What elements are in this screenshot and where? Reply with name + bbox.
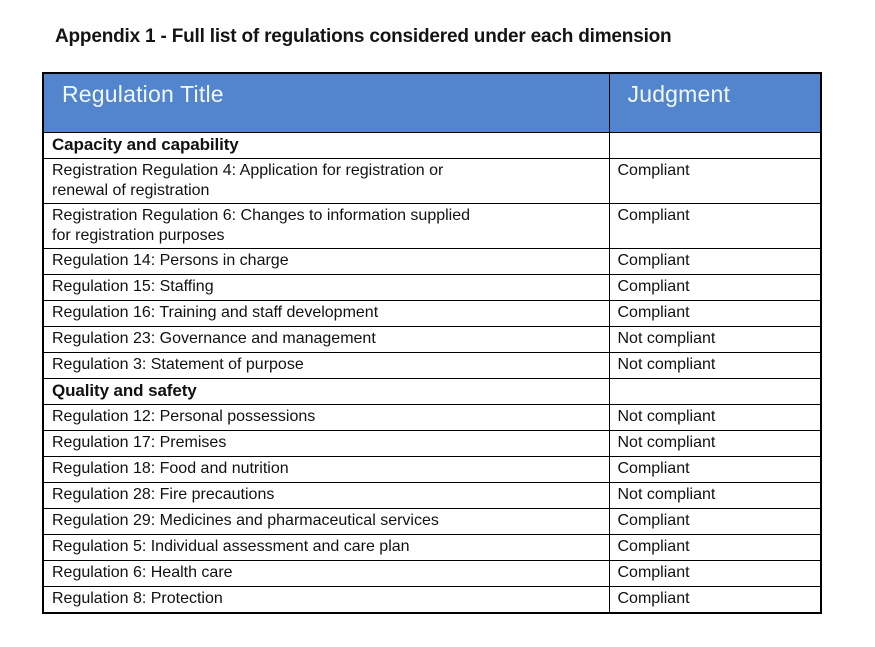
row-title: Regulation 5: Individual assessment and … bbox=[42, 534, 610, 561]
row-title: Regulation 3: Statement of purpose bbox=[42, 352, 610, 379]
row-title: Regulation 29: Medicines and pharmaceuti… bbox=[42, 508, 610, 535]
row-judgment: Not compliant bbox=[608, 430, 822, 457]
column-header-regulation-title: Regulation Title bbox=[42, 72, 610, 133]
table-row: Registration Regulation 6: Changes to in… bbox=[42, 203, 822, 249]
table-row: Regulation 17: Premises Not compliant bbox=[42, 430, 822, 457]
row-title: Regulation 16: Training and staff develo… bbox=[42, 300, 610, 327]
table-row: Regulation 15: Staffing Compliant bbox=[42, 274, 822, 301]
header-row: Regulation Title Judgment bbox=[42, 72, 822, 133]
row-judgment: Compliant bbox=[608, 586, 822, 614]
row-judgment bbox=[608, 378, 822, 405]
row-title: Regulation 28: Fire precautions bbox=[42, 482, 610, 509]
row-title: Regulation 23: Governance and management bbox=[42, 326, 610, 353]
row-judgment: Compliant bbox=[608, 300, 822, 327]
row-judgment bbox=[608, 132, 822, 159]
page-title: Appendix 1 - Full list of regulations co… bbox=[55, 26, 672, 47]
section-row: Capacity and capability bbox=[42, 132, 822, 159]
table-row: Regulation 8: Protection Compliant bbox=[42, 586, 822, 614]
row-title: Registration Regulation 6: Changes to in… bbox=[42, 203, 610, 249]
row-title: Regulation 12: Personal possessions bbox=[42, 404, 610, 431]
table-row: Regulation 16: Training and staff develo… bbox=[42, 300, 822, 327]
row-judgment: Compliant bbox=[608, 534, 822, 561]
row-title: Regulation 18: Food and nutrition bbox=[42, 456, 610, 483]
row-title: Regulation 14: Persons in charge bbox=[42, 248, 610, 275]
section-row: Quality and safety bbox=[42, 378, 822, 405]
row-judgment: Compliant bbox=[608, 560, 822, 587]
table-row: Regulation 6: Health care Compliant bbox=[42, 560, 822, 587]
row-title: Regulation 15: Staffing bbox=[42, 274, 610, 301]
row-judgment: Compliant bbox=[608, 456, 822, 483]
row-title: Regulation 8: Protection bbox=[42, 586, 610, 614]
row-title: Registration Regulation 4: Application f… bbox=[42, 158, 610, 204]
row-title: Regulation 17: Premises bbox=[42, 430, 610, 457]
row-judgment: Not compliant bbox=[608, 326, 822, 353]
row-judgment: Compliant bbox=[608, 508, 822, 535]
table-row: Regulation 5: Individual assessment and … bbox=[42, 534, 822, 561]
row-title: Capacity and capability bbox=[42, 132, 610, 159]
column-header-judgment: Judgment bbox=[608, 72, 822, 133]
table-row: Regulation 23: Governance and management… bbox=[42, 326, 822, 353]
table-row: Regulation 28: Fire precautions Not comp… bbox=[42, 482, 822, 509]
row-title: Quality and safety bbox=[42, 378, 610, 405]
row-judgment: Not compliant bbox=[608, 352, 822, 379]
table-row: Regulation 14: Persons in charge Complia… bbox=[42, 248, 822, 275]
table-row: Registration Regulation 4: Application f… bbox=[42, 158, 822, 204]
row-title: Regulation 6: Health care bbox=[42, 560, 610, 587]
row-judgment: Not compliant bbox=[608, 482, 822, 509]
regulations-table-body: Capacity and capability Registration Reg… bbox=[42, 132, 822, 614]
row-judgment: Compliant bbox=[608, 248, 822, 275]
row-judgment: Compliant bbox=[608, 274, 822, 301]
table-row: Regulation 29: Medicines and pharmaceuti… bbox=[42, 508, 822, 535]
table-row: Regulation 18: Food and nutrition Compli… bbox=[42, 456, 822, 483]
row-judgment: Not compliant bbox=[608, 404, 822, 431]
table-row: Regulation 3: Statement of purpose Not c… bbox=[42, 352, 822, 379]
row-judgment: Compliant bbox=[608, 203, 822, 249]
regulations-table-header: Regulation Title Judgment bbox=[42, 72, 822, 133]
row-judgment: Compliant bbox=[608, 158, 822, 204]
regulations-table: Regulation Title Judgment Capacity and c… bbox=[42, 72, 822, 614]
table-row: Regulation 12: Personal possessions Not … bbox=[42, 404, 822, 431]
